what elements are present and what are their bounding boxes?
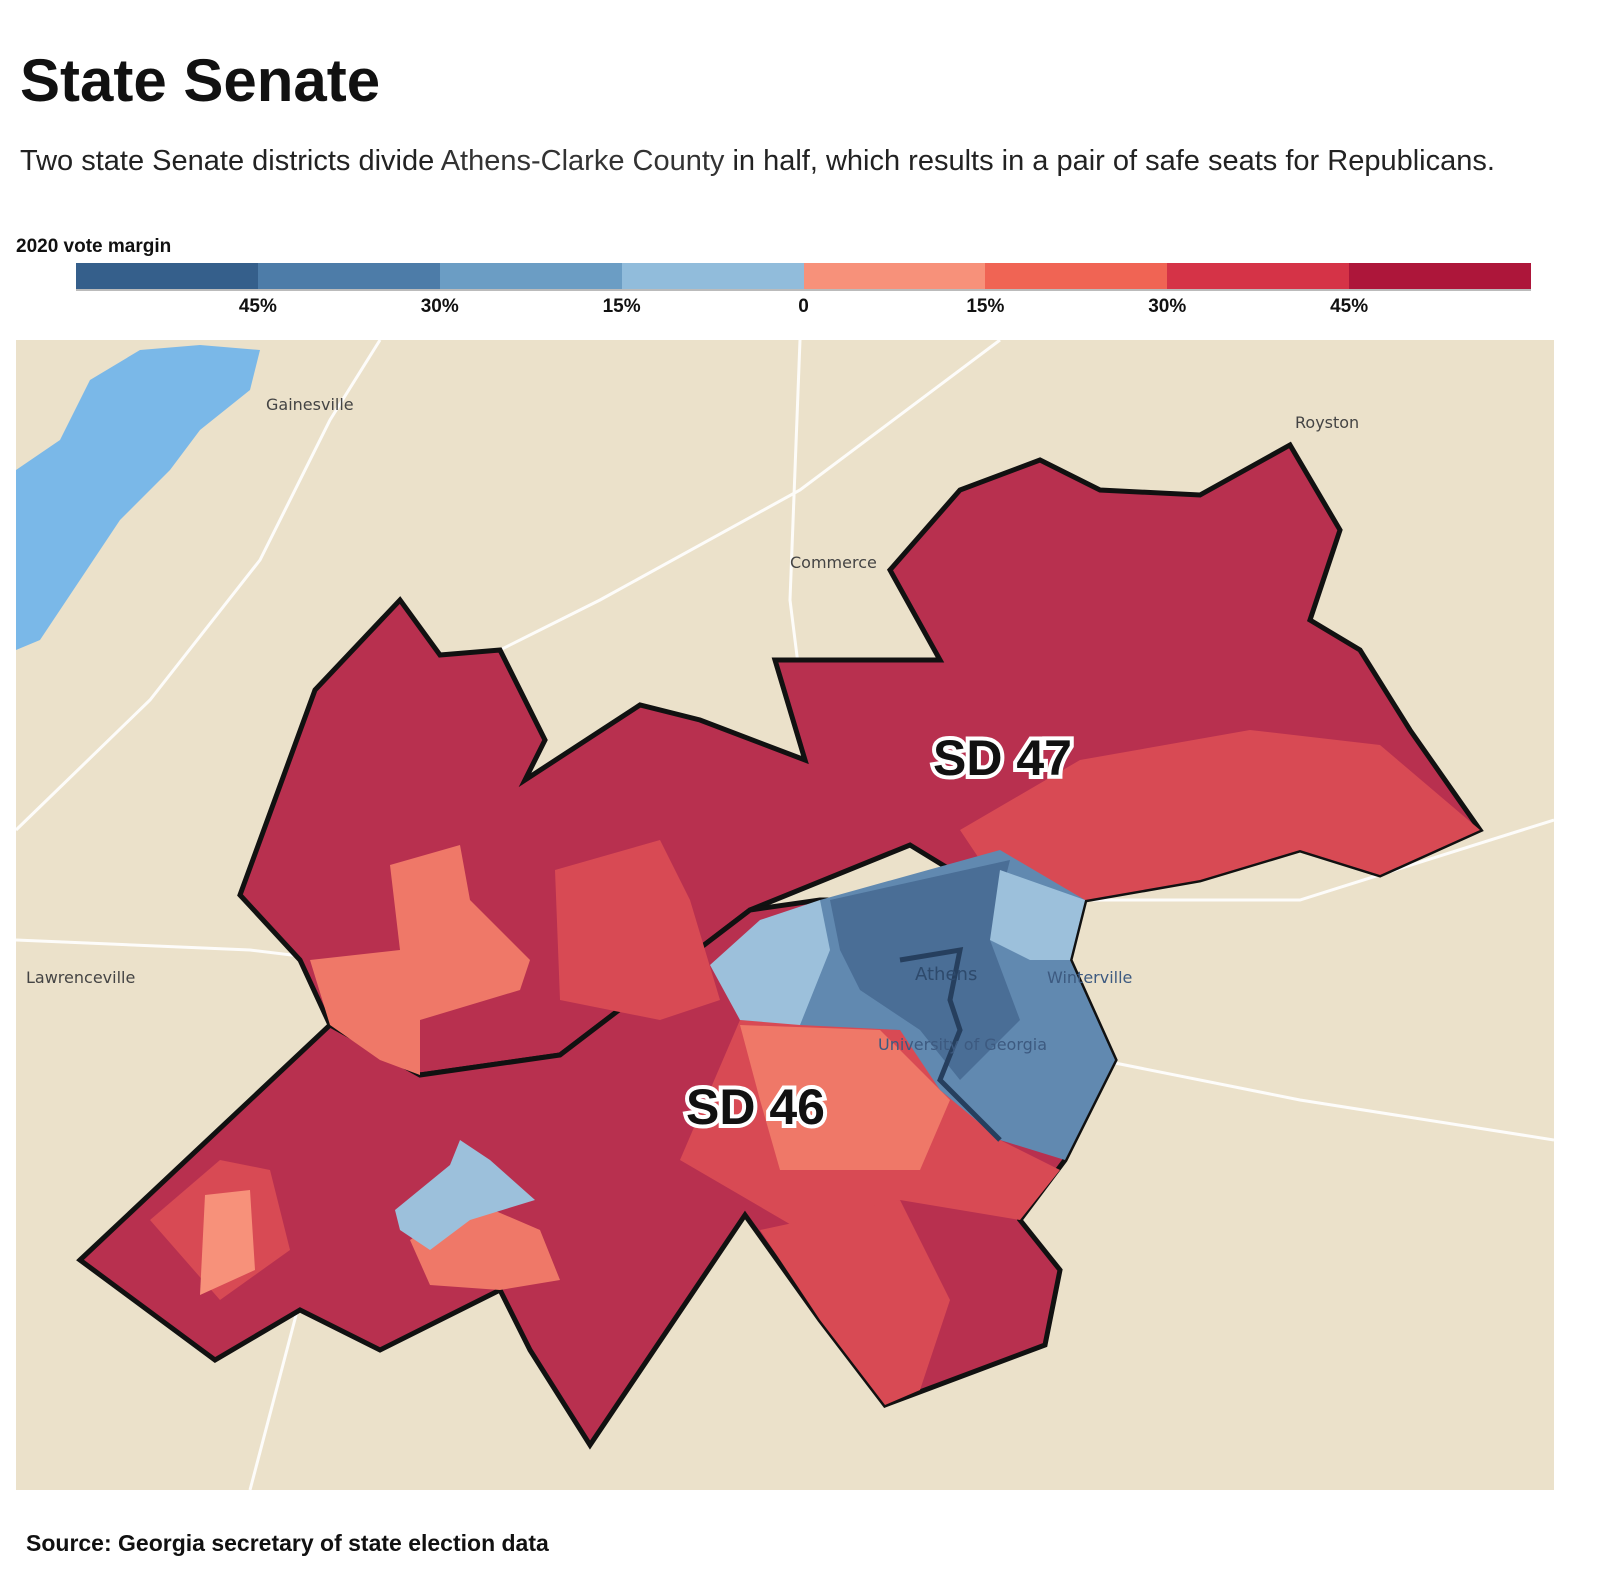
legend-swatch xyxy=(76,263,258,289)
map-svg: Gainesville Royston Commerce Lawrencevil… xyxy=(16,340,1554,1490)
place-label: Commerce xyxy=(790,553,877,572)
legend-swatch xyxy=(803,263,986,289)
district-label-sd47: SD 47 xyxy=(933,730,1072,786)
district-label-sd46: SD 46 xyxy=(686,1079,825,1135)
legend-swatch xyxy=(1167,263,1350,289)
subtitle-text-end: in half, which results in a pair of safe… xyxy=(724,145,1495,177)
precinct-shading xyxy=(150,730,1480,1405)
district-sd47[interactable] xyxy=(237,441,1484,1078)
legend-tick-label: 30% xyxy=(420,296,459,317)
place-label: Royston xyxy=(1295,413,1359,432)
legend-swatch xyxy=(985,263,1168,289)
legend-swatch xyxy=(621,263,804,289)
district-map[interactable]: Gainesville Royston Commerce Lawrencevil… xyxy=(16,340,1554,1490)
legend-tick-label: 15% xyxy=(966,296,1005,317)
legend-swatch xyxy=(257,263,440,289)
lake-lanier xyxy=(16,345,260,650)
legend-title: 2020 vote margin xyxy=(16,236,172,257)
legend-tick-label: 30% xyxy=(1148,296,1187,317)
legend-tick-label: 0 xyxy=(798,296,809,317)
subtitle-text: Two state Senate districts divide xyxy=(20,145,441,177)
place-label: Winterville xyxy=(1047,968,1132,987)
legend-swatch xyxy=(439,263,622,289)
subtitle: Two state Senate districts divide Athens… xyxy=(20,142,1520,180)
place-label: Lawrenceville xyxy=(26,968,135,987)
athens-clarke-link[interactable]: Athens-Clarke County xyxy=(440,145,725,177)
place-label: Gainesville xyxy=(266,395,354,414)
legend-color-bar xyxy=(76,263,1531,291)
legend-tick-label: 45% xyxy=(1330,296,1369,317)
place-label: Athens xyxy=(915,964,977,985)
legend-swatch xyxy=(1349,263,1531,289)
source-note: Source: Georgia secretary of state elect… xyxy=(26,1530,549,1556)
legend-tick-label: 15% xyxy=(602,296,641,317)
legend-tick-label: 45% xyxy=(238,296,277,317)
page-title: State Senate xyxy=(20,47,381,114)
place-label: University of Georgia xyxy=(878,1035,1047,1054)
